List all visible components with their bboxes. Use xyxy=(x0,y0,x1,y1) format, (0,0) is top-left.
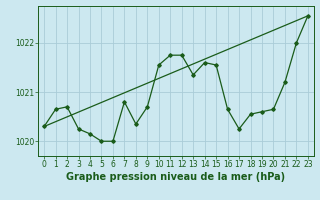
X-axis label: Graphe pression niveau de la mer (hPa): Graphe pression niveau de la mer (hPa) xyxy=(67,172,285,182)
